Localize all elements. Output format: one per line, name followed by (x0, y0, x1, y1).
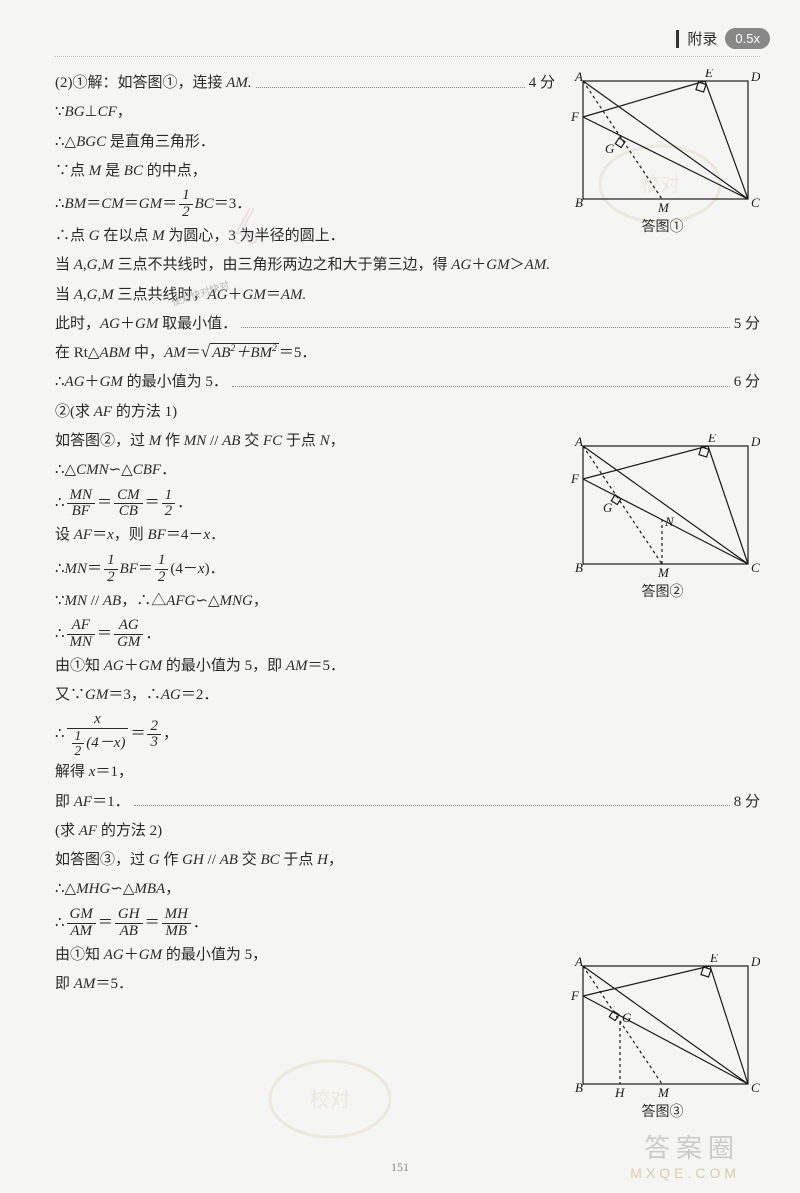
svg-text:C: C (751, 195, 760, 210)
svg-text:F: F (570, 471, 580, 486)
line-7: 当 A,G,M 三点不共线时，由三角形两边之和大于第三边，得 AG＋GM＞AM. (55, 251, 760, 280)
figure-2-svg: A B C D E F G M N (565, 434, 760, 579)
line-21: 又∵GM＝3，∴AG＝2． (55, 681, 760, 710)
figure-1-svg: A B C D E F G M (565, 69, 760, 214)
figure-2-caption: 答图② (565, 581, 760, 601)
svg-text:B: B (575, 195, 583, 210)
line-19: ∴AFMN＝AGGM． (55, 616, 760, 652)
svg-text:D: D (750, 69, 760, 84)
svg-text:C: C (751, 1080, 760, 1095)
stamp-watermark-2-icon: 校对 (265, 1054, 395, 1144)
svg-text:F: F (570, 109, 580, 124)
line-20: 由①知 AG＋GM 的最小值为 5，即 AM＝5． (55, 652, 760, 681)
svg-text:M: M (657, 565, 670, 579)
line-8: 当 A,G,M 三点共线时，AG＋GM＝AM. (55, 281, 760, 310)
zoom-badge: 0.5x (725, 28, 770, 49)
line-28: ∴GMAM＝GHAB＝MHMB． (55, 905, 760, 941)
top-divider (55, 56, 760, 57)
line-10: 在 Rt△ABM 中，AM＝√AB2＋BM2＝5． (55, 339, 760, 368)
svg-text:D: D (750, 434, 760, 449)
figure-3-caption: 答图③ (565, 1101, 760, 1121)
svg-text:E: E (709, 954, 718, 965)
figure-2: A B C D E F G M N 答图② (565, 434, 760, 601)
content: 校对 A B C D E F G M (55, 69, 760, 999)
header-divider (676, 30, 679, 48)
svg-text:D: D (750, 954, 760, 969)
svg-text:A: A (574, 954, 583, 969)
line-27: ∴△MHG∽△MBA， (55, 875, 760, 904)
figure-1: A B C D E F G M 答图① (565, 69, 760, 236)
header: 附录 0.5x (676, 28, 770, 49)
svg-text:E: E (707, 434, 716, 445)
svg-text:B: B (575, 560, 583, 575)
line-23: 解得 x＝1， (55, 758, 760, 787)
line-22: ∴x12(4－x)＝23， (55, 710, 760, 758)
line-12: ②(求 AF 的方法 1) (55, 398, 760, 427)
figure-3: A B C D E F G M H 答图③ (565, 954, 760, 1121)
header-label: 附录 (687, 28, 717, 49)
line-26: 如答图③，过 G 作 GH // AB 交 BC 于点 H， (55, 846, 760, 875)
svg-text:G: G (605, 141, 615, 156)
svg-text:G: G (622, 1010, 632, 1025)
svg-text:E: E (704, 69, 713, 80)
line-9: 此时，AG＋GM 取最小值． 5 分 (55, 310, 760, 339)
svg-text:A: A (574, 434, 583, 449)
svg-text:校对: 校对 (310, 1088, 350, 1111)
figure-1-caption: 答图① (565, 216, 760, 236)
svg-text:F: F (570, 988, 580, 1003)
watermark-url-text: MXQE.COM (630, 1165, 740, 1181)
svg-text:H: H (614, 1085, 625, 1099)
line-25: (求 AF 的方法 2) (55, 817, 760, 846)
svg-text:B: B (575, 1080, 583, 1095)
svg-text:G: G (603, 500, 613, 515)
svg-text:N: N (664, 514, 675, 529)
line-24: 即 AF＝1． 8 分 (55, 788, 760, 817)
watermark-scissors-icon (230, 204, 260, 246)
page-number: 151 (391, 1160, 409, 1175)
svg-text:M: M (657, 200, 670, 214)
line-11: ∴AG＋GM 的最小值为 5． 6 分 (55, 368, 760, 397)
bottom-watermark: 答案圈 MXQE.COM (630, 1128, 740, 1181)
figure-3-svg: A B C D E F G M H (565, 954, 760, 1099)
svg-text:A: A (574, 69, 583, 84)
watermark-big-text: 答案圈 (644, 1128, 740, 1165)
svg-text:M: M (657, 1085, 670, 1099)
svg-text:C: C (751, 560, 760, 575)
